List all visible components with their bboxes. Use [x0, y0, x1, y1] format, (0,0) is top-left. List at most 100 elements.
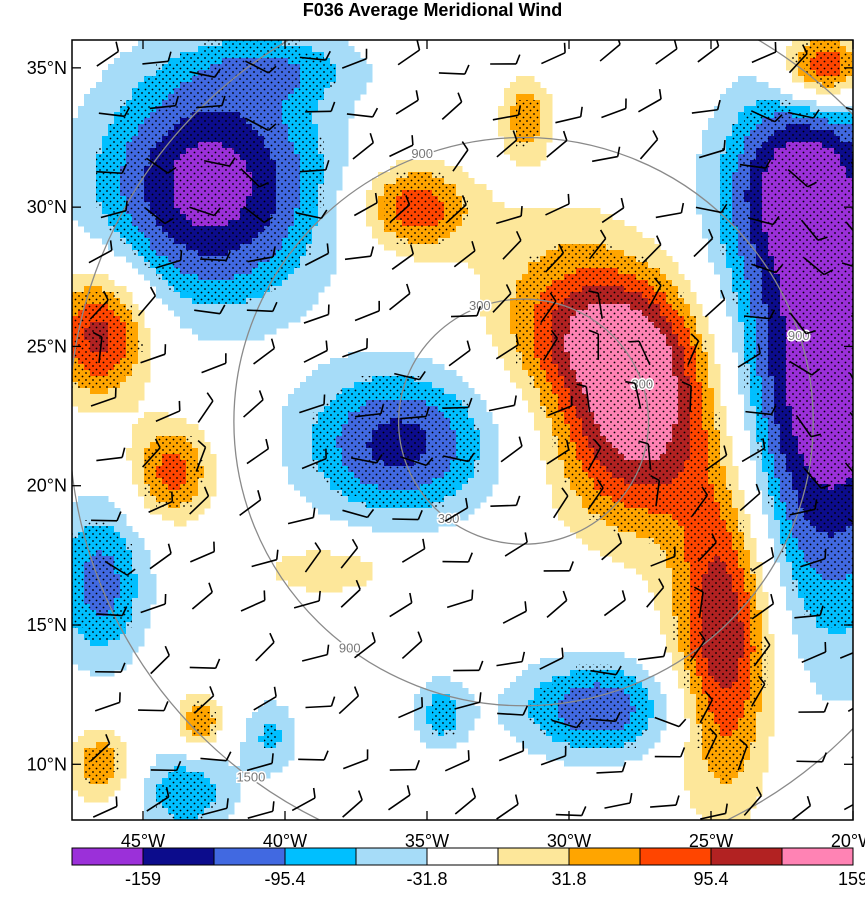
field-cell — [324, 154, 331, 161]
field-cell — [648, 244, 655, 251]
field-cell — [462, 238, 469, 245]
field-cell — [588, 232, 595, 239]
field-cell — [606, 232, 613, 239]
field-cell — [192, 46, 199, 53]
field-cell — [330, 118, 337, 125]
field-cell — [312, 262, 319, 269]
field-cell — [390, 238, 397, 245]
field-cell — [474, 238, 481, 245]
field-cell — [510, 88, 517, 95]
field-cell — [588, 208, 595, 215]
field-cell — [666, 274, 673, 281]
field-cell — [288, 280, 295, 287]
field-cell — [198, 40, 205, 47]
field-cell — [510, 286, 517, 293]
field-cell — [114, 94, 121, 101]
field-cell — [522, 88, 529, 95]
field-cell — [300, 388, 307, 395]
field-cell — [126, 88, 133, 95]
field-cell — [102, 214, 109, 221]
field-cell — [846, 46, 853, 53]
field-cell — [450, 232, 457, 239]
field-cell — [516, 274, 523, 281]
field-cell — [516, 370, 523, 377]
field-cell — [696, 160, 703, 167]
field-cell — [252, 322, 259, 329]
field-cell — [312, 292, 319, 299]
field-cell — [708, 154, 715, 161]
field-cell — [474, 256, 481, 263]
field-cell — [186, 322, 193, 329]
field-cell — [96, 220, 103, 227]
field-cell — [156, 46, 163, 53]
field-cell — [204, 310, 211, 317]
field-cell — [720, 124, 727, 131]
field-cell — [324, 208, 331, 215]
field-cell — [342, 124, 349, 131]
field-cell — [582, 214, 589, 221]
field-cell — [528, 244, 535, 251]
field-cell — [492, 286, 499, 293]
field-cell — [318, 382, 325, 389]
field-cell — [354, 376, 361, 383]
field-cell — [246, 322, 253, 329]
field-cell — [576, 232, 583, 239]
field-cell — [522, 388, 529, 395]
field-cell — [342, 136, 349, 143]
field-cell — [510, 244, 517, 251]
field-cell — [696, 184, 703, 191]
field-cell — [396, 160, 403, 167]
field-cell — [150, 64, 157, 71]
field-cell — [312, 376, 319, 383]
field-cell — [744, 94, 751, 101]
field-cell — [756, 94, 763, 101]
field-cell — [168, 46, 175, 53]
field-cell — [498, 286, 505, 293]
field-cell — [342, 94, 349, 101]
field-cell — [702, 214, 709, 221]
field-cell — [264, 304, 271, 311]
field-cell — [624, 238, 631, 245]
field-cell — [126, 58, 133, 65]
field-cell — [558, 220, 565, 227]
field-cell — [510, 262, 517, 269]
field-cell — [714, 382, 721, 389]
field-cell — [132, 376, 139, 383]
field-cell — [792, 70, 799, 77]
field-cell — [390, 178, 397, 185]
field-cell — [702, 202, 709, 209]
field-cell — [492, 268, 499, 275]
field-cell — [144, 352, 151, 359]
field-cell — [450, 250, 457, 257]
field-cell — [84, 112, 91, 119]
field-cell — [468, 184, 475, 191]
field-cell — [642, 238, 649, 245]
field-cell — [288, 286, 295, 293]
field-cell — [276, 280, 283, 287]
field-cell — [138, 316, 145, 323]
field-cell — [630, 238, 637, 245]
field-cell — [438, 244, 445, 251]
field-cell — [522, 256, 529, 263]
field-cell — [504, 340, 511, 347]
field-cell — [480, 190, 487, 197]
field-cell — [336, 136, 343, 143]
field-cell — [342, 88, 349, 95]
field-cell — [504, 268, 511, 275]
field-cell — [480, 232, 487, 239]
field-cell — [132, 76, 139, 83]
field-cell — [474, 244, 481, 251]
field-cell — [504, 94, 511, 101]
field-cell — [444, 166, 451, 173]
field-cell — [102, 94, 109, 101]
field-cell — [402, 160, 409, 167]
field-cell — [420, 364, 427, 371]
field-cell — [96, 208, 103, 215]
field-cell — [324, 52, 331, 59]
field-cell — [300, 280, 307, 287]
field-cell — [318, 280, 325, 287]
field-cell — [690, 310, 697, 317]
field-cell — [504, 136, 511, 143]
field-cell — [696, 316, 703, 323]
field-cell — [102, 226, 109, 233]
